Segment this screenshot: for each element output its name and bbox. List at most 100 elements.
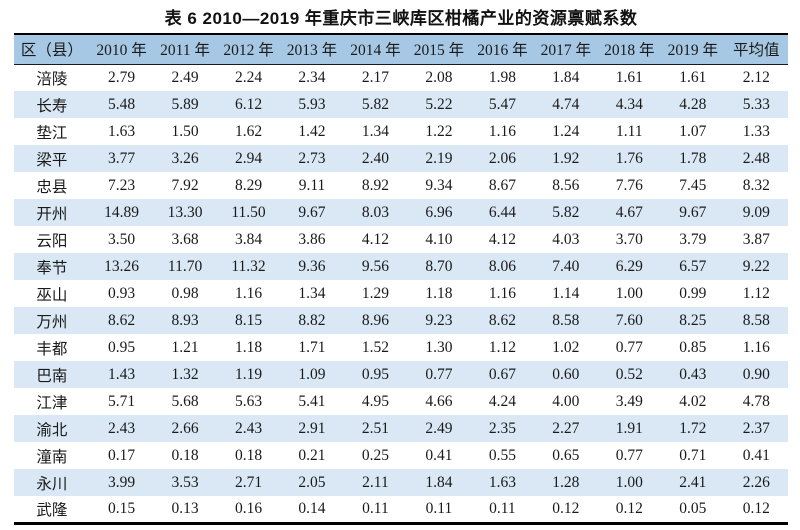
year-value: 1.52 (361, 338, 390, 356)
year-value: 2.71 (234, 473, 263, 491)
year-value: 8.56 (552, 176, 580, 194)
year-value: 9.11 (298, 176, 326, 194)
table-row: 开州 14.89 13.30 11.50 9.67 8.03 6.96 6.44 5.82 4.6… (14, 199, 788, 226)
year-value: 8.25 (679, 311, 707, 329)
year-value: 5.93 (298, 95, 326, 113)
table-row: 巴南 1.43 1.32 1.19 1.09 0.95 0.77 0.67 0.60 0.52 0.… (14, 361, 788, 388)
year-value: 3.86 (298, 230, 326, 248)
year-value: 3.77 (108, 149, 136, 167)
year-value: 0.12 (615, 499, 643, 517)
year-value: 0.18 (234, 446, 263, 464)
table-row: 永川 3.99 3.53 2.71 2.05 2.11 1.84 1.63 1.28 1.00 2.… (14, 469, 788, 496)
year-value: 5.89 (171, 95, 199, 113)
year-value: 1.24 (552, 122, 580, 140)
average-value: 4.78 (742, 392, 770, 410)
year-value: 13.30 (167, 203, 203, 221)
year-value: 1.92 (552, 149, 580, 167)
year-value: 0.13 (171, 499, 199, 517)
year-value: 5.68 (171, 392, 199, 410)
table-row: 巫山 0.93 0.98 1.16 1.34 1.29 1.18 1.16 1.14 1.00 0.… (14, 280, 788, 307)
year-value: 1.16 (488, 284, 516, 302)
year-value: 8.03 (361, 203, 390, 221)
year-value: 8.62 (488, 311, 516, 329)
table-row: 江津 5.71 5.68 5.63 5.41 4.95 4.66 4.24 4.00 3.49 4.… (14, 388, 788, 415)
average-value: 1.16 (742, 338, 770, 356)
year-value: 2.49 (171, 68, 199, 86)
year-value: 1.71 (298, 338, 326, 356)
year-value: 3.79 (679, 230, 707, 248)
year-value: 0.85 (679, 338, 707, 356)
year-value: 3.53 (171, 473, 199, 491)
year-value: 9.67 (298, 203, 326, 221)
resource-endowment-table: 区（县） 2010 年 2011 年 2012 年 2013 年 2014 年 2015 年… (14, 33, 788, 525)
year-value: 2.73 (298, 149, 326, 167)
year-value: 4.74 (552, 95, 580, 113)
year-value: 0.98 (171, 284, 199, 302)
year-value: 8.15 (234, 311, 263, 329)
year-value: 2.24 (234, 68, 263, 86)
district-name: 垫江 (36, 124, 68, 142)
year-value: 8.70 (425, 257, 453, 275)
district-name: 渝北 (36, 421, 68, 439)
year-value: 3.26 (171, 149, 199, 167)
year-value: 1.72 (679, 419, 707, 437)
year-value: 1.62 (234, 122, 263, 140)
year-value: 0.52 (615, 365, 643, 383)
year-value: 4.03 (552, 230, 580, 248)
district-name: 江津 (36, 394, 68, 412)
year-value: 0.67 (488, 365, 516, 383)
year-value: 8.96 (361, 311, 390, 329)
year-value: 0.99 (679, 284, 707, 302)
header-row: 区（县） 2010 年 2011 年 2012 年 2013 年 2014 年 2015 年… (14, 34, 788, 65)
column-header: 2010 年 (89, 34, 154, 65)
year-value: 1.76 (615, 149, 643, 167)
year-value: 1.63 (108, 122, 136, 140)
average-value: 0.41 (742, 446, 770, 464)
year-value: 11.50 (231, 203, 266, 221)
district-name: 梁平 (36, 151, 68, 169)
year-value: 2.11 (362, 473, 389, 491)
year-value: 2.35 (488, 419, 516, 437)
year-value: 5.47 (488, 95, 516, 113)
column-header: 2018 年 (597, 34, 662, 65)
year-value: 1.98 (488, 68, 516, 86)
year-value: 3.49 (615, 392, 643, 410)
district-name: 巫山 (36, 286, 68, 304)
year-value: 1.29 (361, 284, 390, 302)
year-value: 1.32 (171, 365, 199, 383)
year-value: 11.32 (231, 257, 266, 275)
year-value: 0.17 (108, 446, 136, 464)
year-value: 0.93 (108, 284, 136, 302)
column-header: 2014 年 (343, 34, 408, 65)
average-value: 5.33 (742, 95, 770, 113)
year-value: 5.71 (108, 392, 136, 410)
year-value: 8.67 (488, 176, 516, 194)
year-value: 8.62 (108, 311, 136, 329)
year-value: 2.27 (552, 419, 580, 437)
year-value: 1.84 (425, 473, 453, 491)
year-value: 5.82 (552, 203, 580, 221)
table-header: 区（县） 2010 年 2011 年 2012 年 2013 年 2014 年 2015 年… (14, 34, 788, 65)
year-value: 4.02 (679, 392, 707, 410)
average-value: 0.12 (742, 499, 770, 517)
year-value: 2.94 (234, 149, 263, 167)
year-value: 7.60 (615, 311, 643, 329)
year-value: 9.23 (425, 311, 453, 329)
year-value: 4.34 (615, 95, 643, 113)
year-value: 1.07 (679, 122, 707, 140)
district-name: 丰都 (36, 340, 68, 358)
year-value: 2.34 (298, 68, 326, 86)
column-header: 2017 年 (534, 34, 598, 65)
year-value: 2.66 (171, 419, 199, 437)
table-row: 忠县 7.23 7.92 8.29 9.11 8.92 9.34 8.67 8.56 7.76 7.… (14, 172, 788, 199)
district-column-header: 区（县） (14, 34, 90, 65)
table-body: 涪陵 2.79 2.49 2.24 2.34 2.17 2.08 1.98 1.84 1.61 1.… (14, 64, 788, 523)
column-header: 2013 年 (280, 34, 344, 65)
year-value: 1.42 (298, 122, 326, 140)
year-value: 0.25 (361, 446, 390, 464)
district-name: 涪陵 (36, 70, 68, 88)
average-value: 2.48 (742, 149, 770, 167)
year-value: 13.26 (104, 257, 140, 275)
district-name: 开州 (36, 205, 68, 223)
